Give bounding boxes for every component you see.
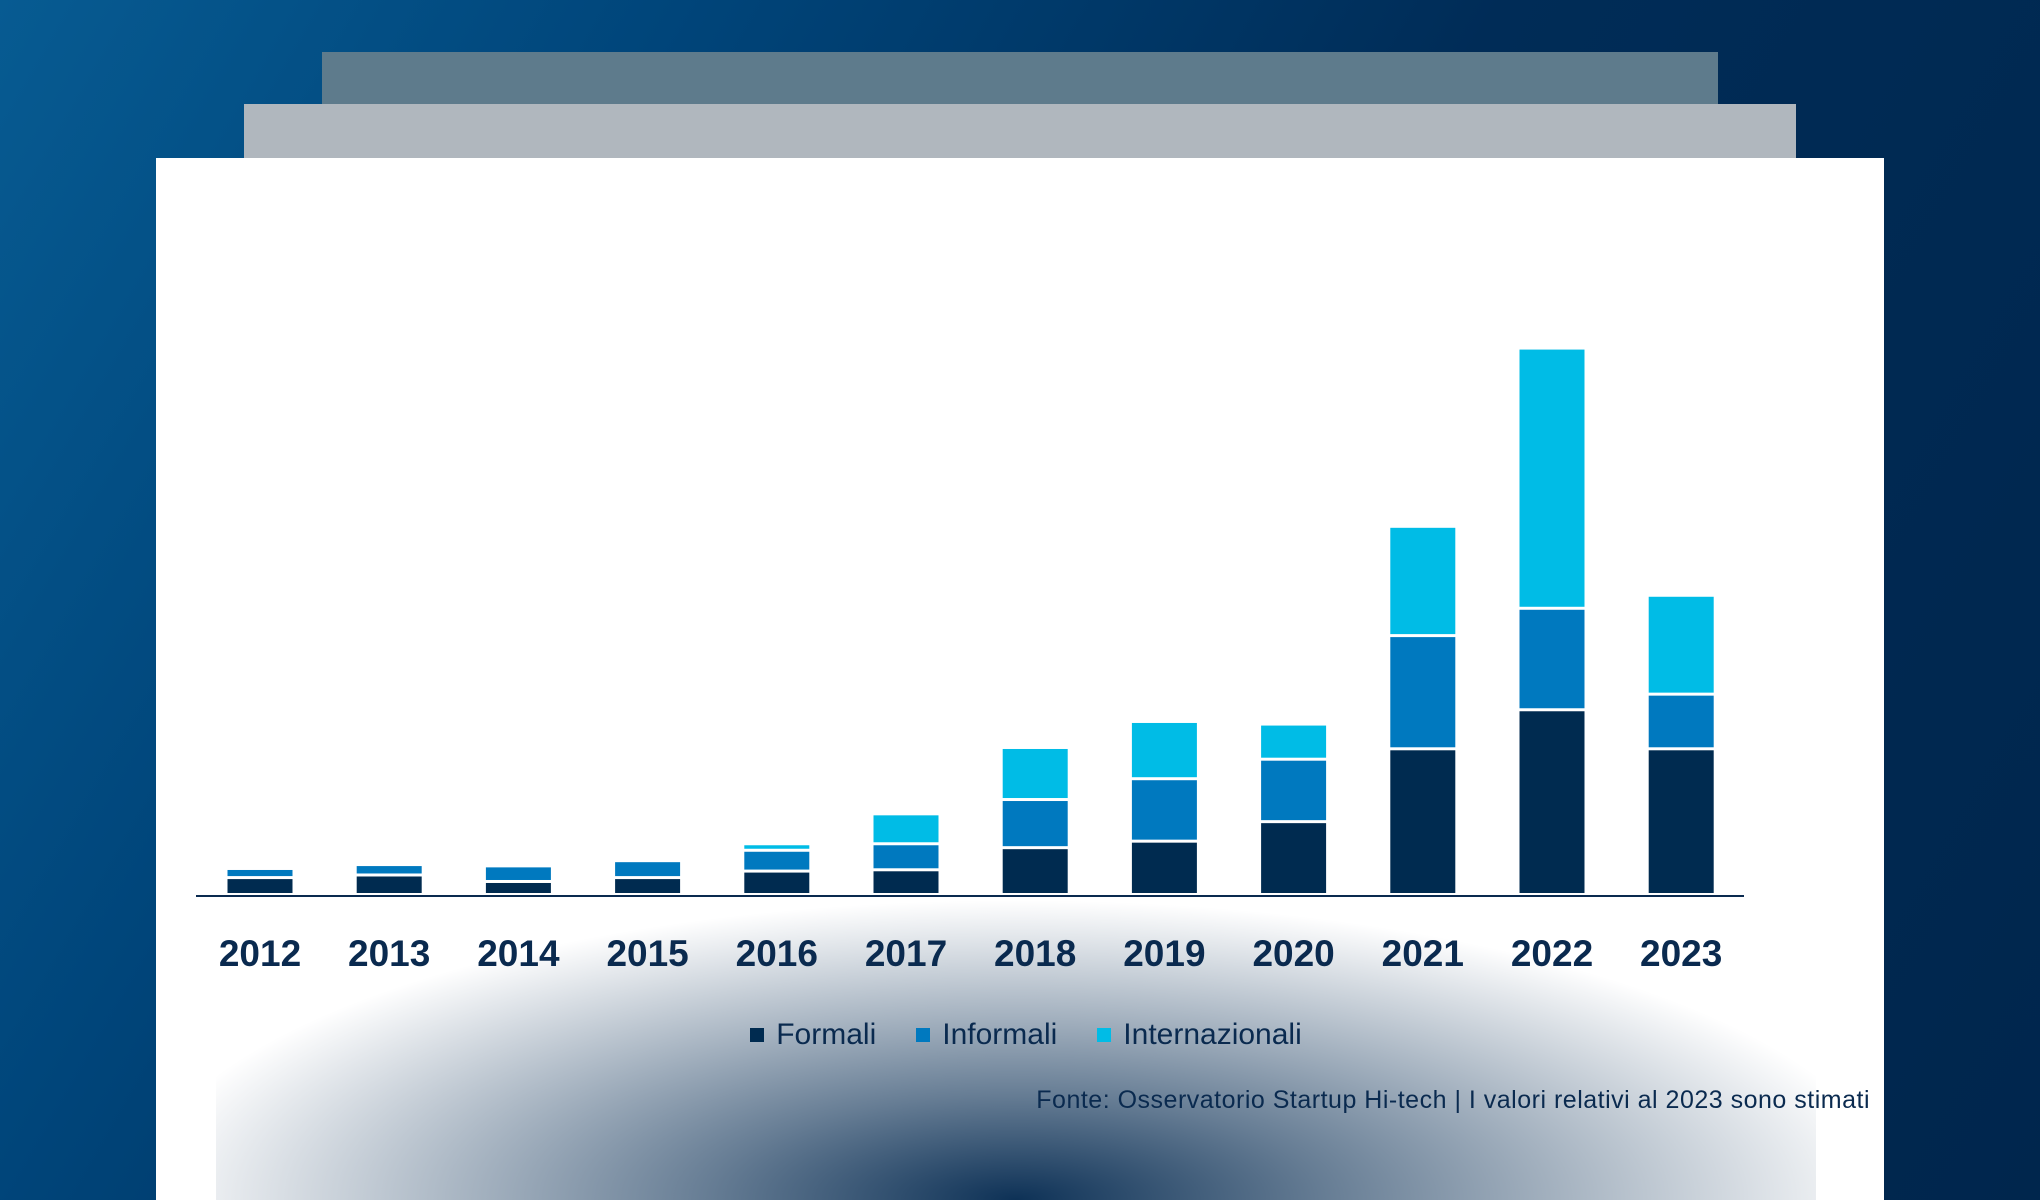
bar-informali-2012 <box>227 869 293 877</box>
x-tick-label: 2019 <box>1123 933 1205 974</box>
bar-formali-2019 <box>1131 842 1197 893</box>
bar-informali-2021 <box>1390 637 1456 748</box>
bar-informali-2014 <box>485 867 551 880</box>
bar-informali-2016 <box>744 851 810 870</box>
legend-swatch <box>916 1028 931 1042</box>
legend-item-formali: Formali <box>750 1018 876 1052</box>
background-sheet-back <box>322 52 1718 112</box>
x-tick-label: 2022 <box>1511 933 1593 974</box>
chart-panel <box>156 158 1884 1200</box>
bar-internazionali-2021 <box>1390 527 1456 635</box>
source-note: Fonte: Osservatorio Startup Hi-tech | I … <box>1036 1086 1870 1114</box>
x-tick-label: 2015 <box>606 933 688 974</box>
legend-item-informali: Informali <box>916 1018 1057 1052</box>
legend-item-internazionali: Internazionali <box>1097 1018 1302 1052</box>
bar-formali-2014 <box>485 882 551 893</box>
bar-informali-2013 <box>356 866 422 874</box>
bar-formali-2021 <box>1390 750 1456 893</box>
x-tick-label: 2017 <box>865 933 947 974</box>
bar-internazionali-2018 <box>1002 748 1068 799</box>
bar-formali-2013 <box>356 876 422 893</box>
bar-formali-2018 <box>1002 849 1068 893</box>
bar-informali-2019 <box>1131 780 1197 840</box>
x-tick-label: 2014 <box>477 933 560 974</box>
bar-internazionali-2022 <box>1519 349 1585 607</box>
background-sheet-middle <box>244 104 1796 164</box>
x-tick-label: 2018 <box>994 933 1076 974</box>
bar-formali-2015 <box>615 879 681 893</box>
bar-informali-2017 <box>873 845 939 869</box>
x-tick-label: 2012 <box>219 933 301 974</box>
x-tick-label: 2016 <box>736 933 818 974</box>
x-tick-label: 2013 <box>348 933 430 974</box>
bar-internazionali-2016 <box>744 845 810 849</box>
bar-formali-2022 <box>1519 711 1585 893</box>
bar-informali-2018 <box>1002 801 1068 847</box>
x-tick-label: 2020 <box>1252 933 1334 974</box>
legend-swatch <box>750 1028 765 1042</box>
bar-informali-2022 <box>1519 609 1585 709</box>
bar-formali-2020 <box>1261 823 1327 893</box>
bar-formali-2017 <box>873 871 939 893</box>
bar-formali-2016 <box>744 872 810 893</box>
legend-label: Informali <box>942 1018 1058 1051</box>
bar-internazionali-2020 <box>1261 725 1327 758</box>
bar-informali-2023 <box>1648 695 1714 748</box>
bottom-glow <box>216 900 1816 1200</box>
legend-label: Internazionali <box>1123 1018 1302 1051</box>
bar-internazionali-2019 <box>1131 722 1197 778</box>
x-tick-label: 2021 <box>1382 933 1464 974</box>
bar-formali-2023 <box>1648 750 1714 893</box>
bar-internazionali-2023 <box>1648 596 1714 693</box>
bar-formali-2012 <box>227 879 293 893</box>
bar-informali-2020 <box>1261 760 1327 821</box>
bar-internazionali-2017 <box>873 815 939 843</box>
legend: Formali Informali Internazionali <box>0 1018 2040 1052</box>
x-tick-label: 2023 <box>1640 933 1722 974</box>
legend-swatch <box>1097 1028 1112 1042</box>
legend-label: Formali <box>776 1018 877 1051</box>
bar-informali-2015 <box>615 862 681 877</box>
